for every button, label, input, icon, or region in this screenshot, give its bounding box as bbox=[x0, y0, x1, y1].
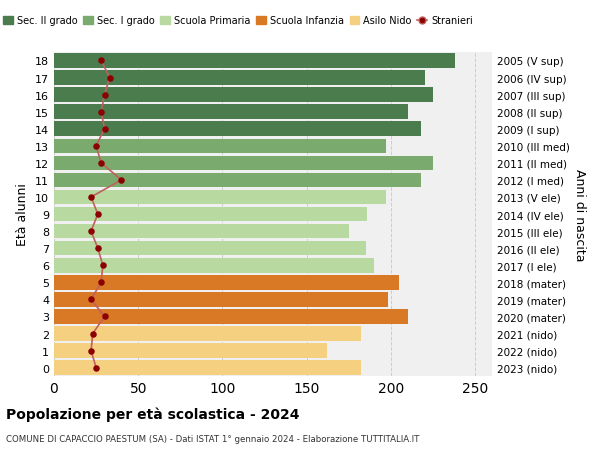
Point bbox=[91, 143, 101, 150]
Point bbox=[97, 279, 106, 286]
Legend: Sec. II grado, Sec. I grado, Scuola Primaria, Scuola Infanzia, Asilo Nido, Stran: Sec. II grado, Sec. I grado, Scuola Prim… bbox=[0, 12, 477, 30]
Point bbox=[97, 160, 106, 167]
Point bbox=[97, 58, 106, 65]
Point bbox=[100, 92, 109, 99]
Bar bbox=[54, 275, 400, 290]
Y-axis label: Età alunni: Età alunni bbox=[16, 183, 29, 246]
Bar bbox=[54, 54, 455, 68]
Y-axis label: Anni di nascita: Anni di nascita bbox=[574, 168, 586, 261]
Bar bbox=[54, 139, 386, 154]
Point bbox=[100, 313, 109, 320]
Point bbox=[86, 228, 96, 235]
Bar bbox=[54, 190, 386, 205]
Bar bbox=[54, 326, 361, 341]
Point bbox=[93, 211, 103, 218]
Point bbox=[88, 330, 98, 337]
Point bbox=[86, 296, 96, 303]
Bar bbox=[54, 344, 327, 358]
Point bbox=[91, 364, 101, 371]
Bar bbox=[54, 174, 421, 188]
Text: COMUNE DI CAPACCIO PAESTUM (SA) - Dati ISTAT 1° gennaio 2024 - Elaborazione TUTT: COMUNE DI CAPACCIO PAESTUM (SA) - Dati I… bbox=[6, 434, 419, 443]
Bar bbox=[54, 105, 408, 120]
Bar bbox=[54, 156, 433, 171]
Point bbox=[93, 245, 103, 252]
Point bbox=[116, 177, 126, 184]
Point bbox=[98, 262, 107, 269]
Bar bbox=[54, 241, 365, 256]
Point bbox=[86, 347, 96, 354]
Point bbox=[86, 194, 96, 201]
Bar bbox=[54, 292, 388, 307]
Bar bbox=[54, 309, 408, 324]
Bar bbox=[54, 122, 421, 137]
Point bbox=[100, 126, 109, 133]
Bar bbox=[54, 71, 425, 85]
Point bbox=[97, 109, 106, 116]
Point bbox=[105, 75, 115, 82]
Text: Popolazione per età scolastica - 2024: Popolazione per età scolastica - 2024 bbox=[6, 406, 299, 421]
Bar bbox=[54, 207, 367, 222]
Bar bbox=[54, 88, 433, 103]
Bar bbox=[54, 258, 374, 273]
Bar bbox=[54, 224, 349, 239]
Bar bbox=[54, 361, 361, 375]
